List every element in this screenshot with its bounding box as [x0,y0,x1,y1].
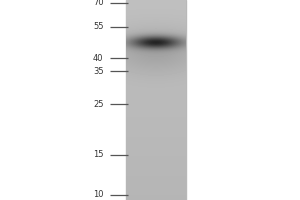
Text: 40: 40 [93,54,104,63]
Text: 25: 25 [93,100,104,109]
Text: 70: 70 [93,0,104,7]
Bar [126,0,186,200]
Text: 15: 15 [93,150,104,159]
Text: 35: 35 [93,67,104,76]
Text: 10: 10 [93,190,104,199]
Text: 55: 55 [93,22,104,31]
